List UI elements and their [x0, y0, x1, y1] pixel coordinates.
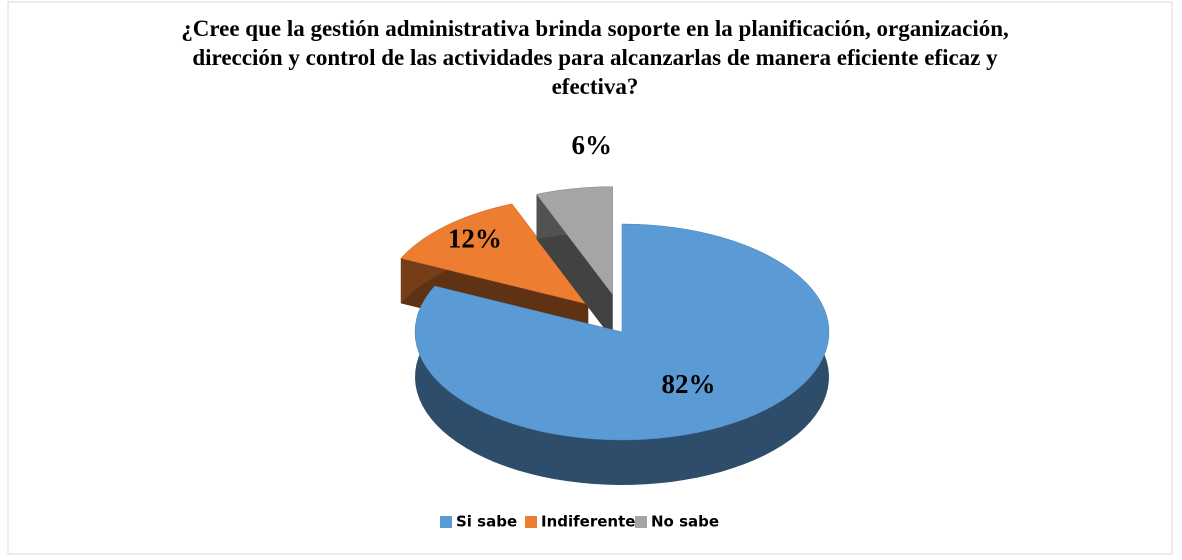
legend-label: Si sabe	[456, 513, 517, 531]
pie-slice	[536, 186, 613, 296]
pie-slice	[414, 223, 830, 441]
data-label: 12%	[448, 224, 502, 254]
data-label: 6%	[571, 130, 612, 160]
data-label: 82%	[662, 369, 716, 399]
chart-title: ¿Cree que la gestión administrativa brin…	[181, 16, 1009, 99]
legend-swatch	[635, 516, 647, 528]
legend-label: No sabe	[651, 513, 719, 531]
legend-swatch	[440, 516, 452, 528]
legend-swatch	[525, 516, 537, 528]
pie-slice	[400, 203, 589, 305]
legend-label: Indiferente	[541, 513, 635, 531]
